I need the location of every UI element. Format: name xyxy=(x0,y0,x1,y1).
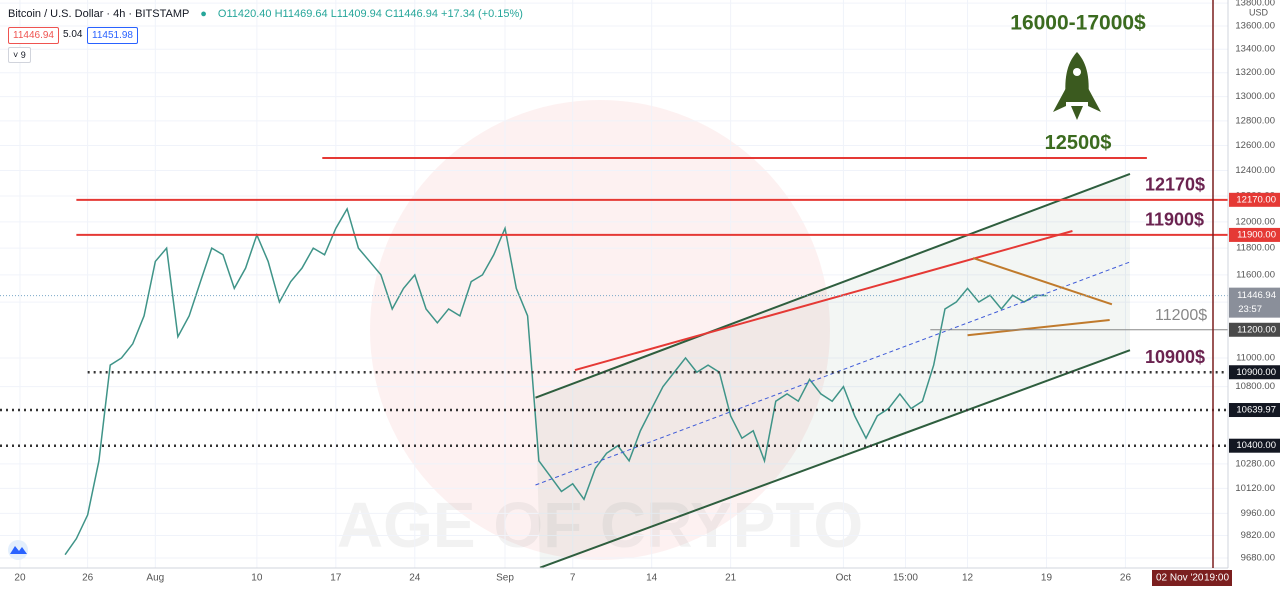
spread: 5.04 xyxy=(63,29,83,40)
watermark-text: AGE OF CRYPTO xyxy=(337,489,863,561)
x-tick-label: 14 xyxy=(646,573,658,584)
x-tick-label: 24 xyxy=(409,573,421,584)
y-tick-label: 13600.00 xyxy=(1235,21,1275,32)
indicators-toggle[interactable]: ˅ 9 xyxy=(8,47,31,63)
target-label: 16000-17000$ xyxy=(1010,12,1146,35)
price-tag-bg xyxy=(1229,403,1280,418)
symbol: Bitcoin / U.S. Dollar · 4h · BITSTAMP xyxy=(8,8,190,20)
price-tag: 12170.00 xyxy=(1236,194,1276,205)
level-label: 11200$ xyxy=(1155,307,1207,324)
y-tick-label: 11000.00 xyxy=(1236,352,1275,363)
x-tick-label: 12 xyxy=(962,573,974,584)
trendline xyxy=(539,349,1131,569)
y-tick-label: 13000.00 xyxy=(1235,91,1275,102)
trendline xyxy=(972,257,1113,306)
symbol-line: Bitcoin / U.S. Dollar · 4h · BITSTAMP ● … xyxy=(8,8,523,20)
x-tick-label: 20 xyxy=(14,573,26,584)
cursor-date-box xyxy=(1152,570,1232,586)
last-price-tag-bg xyxy=(1229,287,1280,318)
level-label: 12500$ xyxy=(1045,132,1112,154)
indicator-count: 9 xyxy=(20,50,26,60)
price-tag: 11200.00 xyxy=(1237,324,1276,335)
plot-area: 12500$ 12170$ 11900$ 11200$ 10900$ xyxy=(0,0,1228,569)
y-tick-label: 13200.00 xyxy=(1235,67,1275,78)
x-tick-label: Sep xyxy=(496,573,514,584)
rocket-icon xyxy=(1053,52,1101,120)
x-tick-label: 19 xyxy=(1041,573,1053,584)
channel-fill xyxy=(535,173,1130,568)
x-tick-label: 26 xyxy=(1120,573,1132,584)
trendline xyxy=(574,230,1073,372)
price-tag: 10400.00 xyxy=(1236,440,1276,451)
y-tick-label: 13800.00 xyxy=(1235,0,1275,9)
bar-countdown: 23:57 xyxy=(1238,304,1262,315)
y-tick-label: 10280.00 xyxy=(1235,458,1275,469)
x-tick-label: 15:00 xyxy=(893,573,918,584)
price-line xyxy=(64,206,1047,556)
close: C11446.94 xyxy=(384,8,438,20)
x-tick-label: 17 xyxy=(330,573,342,584)
y-tick-label: 12400.00 xyxy=(1235,165,1275,176)
level-label: 11900$ xyxy=(1145,210,1204,230)
y-tick-label: 9820.00 xyxy=(1241,530,1275,541)
cursor-date: 02 Nov '20 xyxy=(1156,573,1204,584)
level-label: 12170$ xyxy=(1145,175,1205,195)
x-tick-label: Oct xyxy=(836,573,852,584)
change: +17.34 (+0.15%) xyxy=(441,8,523,20)
ask-button[interactable]: 11451.98 xyxy=(87,27,138,44)
price-tag: 10639.97 xyxy=(1236,405,1276,416)
y-tick-label: 10800.00 xyxy=(1235,381,1275,392)
tradingview-logo xyxy=(8,540,28,560)
x-tick-label: 7 xyxy=(570,573,576,584)
price-tag: 11900.00 xyxy=(1237,229,1276,240)
x-tick-label: Aug xyxy=(146,573,164,584)
price-tag-bg xyxy=(1229,322,1280,337)
bid-button[interactable]: 11446.94 xyxy=(8,27,59,44)
cursor-time: 19:00 xyxy=(1204,573,1229,584)
price-tag-bg xyxy=(1229,365,1280,380)
trendline xyxy=(967,319,1110,337)
y-tick-label: 11800.00 xyxy=(1236,243,1275,254)
y-tick-label: 12000.00 xyxy=(1235,216,1275,227)
price-tag: 10900.00 xyxy=(1236,367,1276,378)
y-tick-label: 9680.00 xyxy=(1241,552,1275,563)
x-tick-label: 26 xyxy=(82,573,94,584)
y-tick-label: 12600.00 xyxy=(1235,140,1275,151)
price-tag-bg xyxy=(1229,227,1280,242)
price-tag-bg xyxy=(1229,438,1280,453)
y-tick-label: 13400.00 xyxy=(1235,44,1275,55)
x-tick-label: 21 xyxy=(725,573,737,584)
level-label: 10900$ xyxy=(1145,347,1205,367)
last-price-tag: 11446.94 xyxy=(1237,290,1276,301)
y-tick-label: 10120.00 xyxy=(1235,483,1275,494)
axes: 13800.00 13600.00 13400.00 13200.00 13000.00… xyxy=(14,0,1280,584)
open: O11420.40 xyxy=(217,8,272,20)
y-tick-label: 12800.00 xyxy=(1235,115,1275,126)
y-tick-label: 11600.00 xyxy=(1236,269,1275,280)
price-tag-bg xyxy=(1229,192,1280,207)
status-dot: ● xyxy=(200,8,207,20)
currency-label: USD xyxy=(1249,7,1269,17)
time-axis-bg xyxy=(0,568,1280,590)
x-tick-label: 10 xyxy=(251,573,263,584)
high: H11469.64 xyxy=(274,8,328,20)
y-tick-label: 9960.00 xyxy=(1241,508,1275,519)
low: L11409.94 xyxy=(330,8,382,20)
trendline xyxy=(535,173,1131,399)
